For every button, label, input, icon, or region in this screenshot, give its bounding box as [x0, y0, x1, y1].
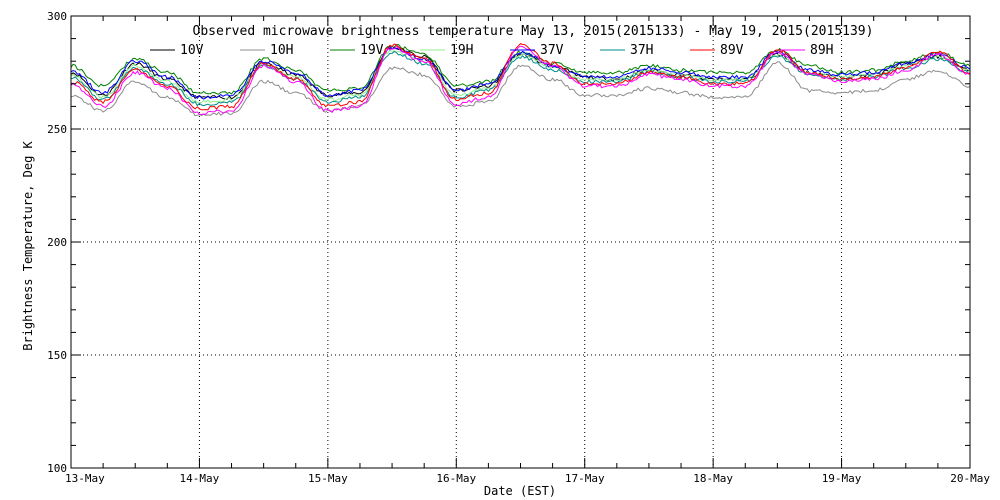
series-line-89v [70, 43, 971, 111]
x-tick-label: 17-May [565, 472, 605, 485]
y-axis-label: Brightness Temperature, Deg K [21, 140, 35, 350]
legend-label-37h: 37H [630, 43, 653, 58]
legend-label-10v: 10V [180, 43, 204, 58]
legend: 10V 10H 19V 19H 37V 37H 89V 89H [150, 43, 833, 58]
x-tick-label: 19-May [822, 472, 862, 485]
legend-label-37v: 37V [540, 43, 564, 58]
x-axis-label: Date (EST) [484, 484, 556, 498]
series-line-10h [70, 61, 971, 117]
y-tick-label: 200 [47, 236, 67, 249]
x-tick-label: 14-May [180, 472, 220, 485]
series-layer [70, 43, 971, 117]
legend-label-89v: 89V [720, 43, 744, 58]
legend-label-10h: 10H [270, 43, 293, 58]
x-tick-label: 20-May [950, 472, 990, 485]
tick-layer: 13-May 14-May 15-May 16-May 17-May 18-May 19-M… [47, 10, 990, 485]
y-tick-label: 300 [47, 10, 67, 23]
legend-label-89h: 89H [810, 43, 833, 58]
x-tick-label: 18-May [693, 472, 733, 485]
x-tick-label: 15-May [308, 472, 348, 485]
x-tick-label: 13-May [65, 472, 105, 485]
plot-background [71, 16, 970, 468]
y-tick-label: 150 [47, 349, 67, 362]
series-line-37v [70, 45, 971, 100]
chart-title: Observed microwave brightness temperatur… [193, 24, 874, 39]
series-line-89h [70, 45, 971, 116]
y-tick-label: 250 [47, 123, 67, 136]
legend-label-19h: 19H [450, 43, 473, 58]
x-tick-label: 16-May [436, 472, 476, 485]
legend-label-19v: 19V [360, 43, 384, 58]
y-tick-label: 100 [47, 462, 67, 475]
grid-layer [71, 16, 970, 468]
